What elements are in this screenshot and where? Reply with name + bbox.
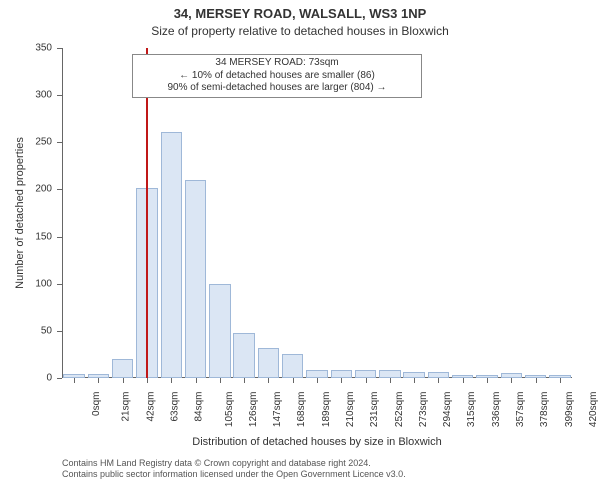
annotation-box: 34 MERSEY ROAD: 73sqm← 10% of detached h… (132, 54, 422, 98)
x-tick-mark (463, 378, 464, 383)
x-tick-mark (536, 378, 537, 383)
x-tick-mark (341, 378, 342, 383)
y-tick-label: 0 (0, 373, 52, 384)
y-tick-label: 200 (0, 184, 52, 195)
y-tick-label: 150 (0, 231, 52, 242)
x-tick-label: 189sqm (321, 392, 332, 428)
x-tick-label: 399sqm (564, 392, 575, 428)
x-tick-mark (390, 378, 391, 383)
footer-line1: Contains HM Land Registry data © Crown c… (62, 458, 406, 469)
y-tick-label: 100 (0, 278, 52, 289)
chart-container: 34, MERSEY ROAD, WALSALL, WS3 1NP Size o… (0, 0, 600, 500)
x-tick-mark (220, 378, 221, 383)
x-tick-label: 273sqm (418, 392, 429, 428)
x-tick-label: 42sqm (145, 392, 156, 422)
x-tick-mark (147, 378, 148, 383)
annotation-line: ← 10% of detached houses are smaller (86… (137, 70, 417, 83)
histogram-bar (306, 370, 327, 378)
y-tick-mark (57, 284, 62, 285)
x-tick-label: 378sqm (539, 392, 550, 428)
y-tick-mark (57, 378, 62, 379)
histogram-bar (233, 333, 254, 378)
y-tick-label: 300 (0, 90, 52, 101)
x-tick-mark (268, 378, 269, 383)
x-tick-label: 147sqm (272, 392, 283, 428)
x-tick-mark (98, 378, 99, 383)
chart-title-line2: Size of property relative to detached ho… (0, 24, 600, 38)
x-tick-mark (293, 378, 294, 383)
histogram-bar (161, 132, 182, 378)
x-tick-label: 21sqm (121, 392, 132, 422)
y-tick-mark (57, 189, 62, 190)
x-tick-mark (196, 378, 197, 383)
histogram-bar (282, 354, 303, 378)
x-tick-label: 231sqm (369, 392, 380, 428)
x-tick-mark (414, 378, 415, 383)
footer-line2: Contains public sector information licen… (62, 469, 406, 480)
y-tick-label: 50 (0, 325, 52, 336)
x-tick-mark (438, 378, 439, 383)
x-tick-label: 336sqm (491, 392, 502, 428)
x-tick-label: 105sqm (224, 392, 235, 428)
x-tick-label: 63sqm (170, 392, 181, 422)
x-tick-label: 420sqm (588, 392, 599, 428)
x-tick-mark (560, 378, 561, 383)
x-tick-mark (487, 378, 488, 383)
footer-text: Contains HM Land Registry data © Crown c… (62, 458, 406, 480)
annotation-line: 34 MERSEY ROAD: 73sqm (137, 57, 417, 70)
x-tick-label: 357sqm (515, 392, 526, 428)
y-tick-label: 350 (0, 43, 52, 54)
y-tick-mark (57, 237, 62, 238)
histogram-bar (331, 370, 352, 378)
histogram-bar (112, 359, 133, 378)
histogram-bar (379, 370, 400, 378)
y-tick-label: 250 (0, 137, 52, 148)
x-tick-mark (511, 378, 512, 383)
y-axis-title: Number of detached properties (14, 137, 26, 289)
x-tick-mark (366, 378, 367, 383)
y-tick-mark (57, 142, 62, 143)
x-tick-label: 0sqm (91, 392, 102, 416)
x-axis-title: Distribution of detached houses by size … (62, 436, 572, 448)
x-tick-label: 210sqm (345, 392, 356, 428)
y-tick-mark (57, 48, 62, 49)
x-tick-mark (74, 378, 75, 383)
x-tick-label: 315sqm (467, 392, 478, 428)
annotation-line: 90% of semi-detached houses are larger (… (137, 82, 417, 95)
x-tick-label: 168sqm (297, 392, 308, 428)
histogram-bar (355, 370, 376, 378)
x-tick-mark (317, 378, 318, 383)
y-tick-mark (57, 95, 62, 96)
chart-title-line1: 34, MERSEY ROAD, WALSALL, WS3 1NP (0, 6, 600, 21)
reference-line (146, 48, 148, 378)
y-tick-mark (57, 331, 62, 332)
x-tick-mark (171, 378, 172, 383)
histogram-bar (258, 348, 279, 378)
x-tick-label: 126sqm (248, 392, 259, 428)
x-tick-mark (244, 378, 245, 383)
x-tick-label: 84sqm (194, 392, 205, 422)
histogram-bar (209, 284, 230, 378)
x-tick-label: 294sqm (442, 392, 453, 428)
x-tick-mark (123, 378, 124, 383)
histogram-bar (185, 180, 206, 378)
x-tick-label: 252sqm (394, 392, 405, 428)
